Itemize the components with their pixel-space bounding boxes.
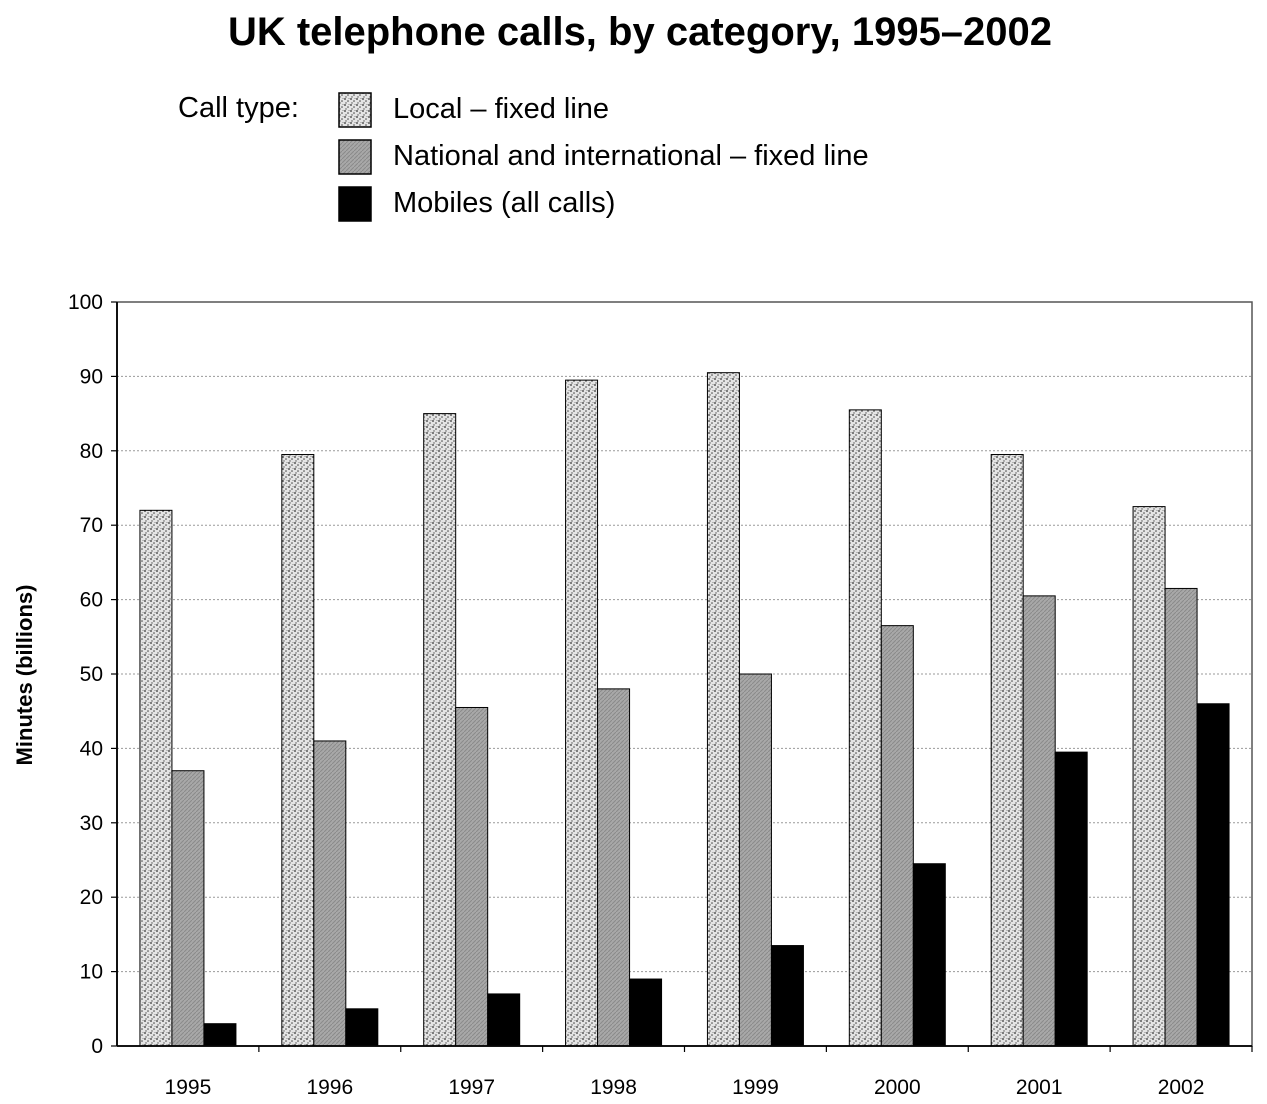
y-tick-label: 20 [80,886,103,909]
x-tick-label: 1999 [732,1076,779,1099]
y-tick-label: 0 [91,1035,103,1058]
y-tick-label: 100 [68,291,103,314]
tick-labels: 0 10 20 30 40 50 60 70 80 90 100 1995 1996 1997 1998 19… [68,291,1204,1099]
legend-label-mobiles: Mobiles (all calls) [393,187,616,219]
x-tick-label: 1997 [448,1076,495,1099]
y-tick-label: 50 [80,663,103,686]
bar-national [455,706,489,1047]
x-tick-label: 2001 [1016,1076,1063,1099]
bar-national [313,740,347,1047]
bar-local [139,509,173,1047]
axes [111,301,1253,1052]
legend-swatch-local [338,92,372,128]
y-tick-label: 80 [80,440,103,463]
y-tick-label: 40 [80,737,103,760]
legend-heading: Call type: [178,92,299,124]
bar-mobiles [1196,703,1230,1047]
bars [139,372,1230,1047]
bar-mobiles [1054,751,1088,1047]
bar-national [880,625,914,1047]
x-tick-label: 1998 [590,1076,637,1099]
bar-national [1022,595,1056,1047]
legend-label-national: National and international – fixed line [393,140,869,172]
x-tick-label: 1996 [306,1076,353,1099]
bar-national [597,688,631,1047]
legend-label-local: Local – fixed line [393,93,610,125]
bar-local [990,454,1024,1047]
legend-swatch-mobiles [338,186,372,222]
bar-local [1132,506,1166,1047]
bar-local [848,409,882,1047]
bar-national [171,770,205,1047]
x-tick-label: 2002 [1158,1076,1205,1099]
y-axis-label: Minutes (billions) [12,585,37,766]
bar-mobiles [487,993,521,1047]
bar-local [565,379,599,1047]
bar-local [423,413,457,1047]
bar-national [738,673,772,1047]
bar-mobiles [203,1023,237,1047]
y-tick-label: 70 [80,514,103,537]
legend-swatch-national [338,139,372,175]
bar-mobiles [629,978,663,1047]
bar-national [1164,587,1198,1047]
x-tick-label: 2000 [874,1076,921,1099]
x-tick-label: 1995 [165,1076,212,1099]
bar-local [706,372,740,1047]
bar-mobiles [912,863,946,1047]
bar-mobiles [345,1008,379,1047]
bar-local [281,454,315,1047]
bar-mobiles [770,945,804,1047]
y-tick-label: 60 [80,589,103,612]
y-tick-label: 90 [80,365,103,388]
y-tick-label: 10 [80,961,103,984]
chart-title: UK telephone calls, by category, 1995–20… [227,10,1053,54]
y-tick-label: 30 [80,812,103,835]
